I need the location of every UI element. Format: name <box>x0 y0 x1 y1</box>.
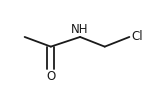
Text: O: O <box>46 70 55 83</box>
Text: NH: NH <box>71 23 89 36</box>
Text: Cl: Cl <box>131 30 142 43</box>
